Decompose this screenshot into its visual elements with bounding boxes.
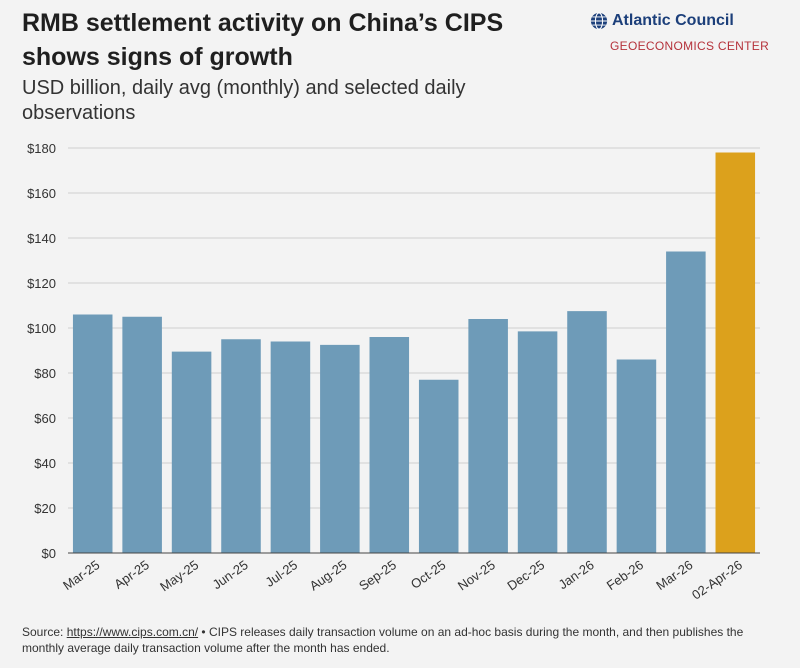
bar (369, 337, 410, 553)
x-tick-label: Sep-25 (356, 557, 399, 593)
y-tick-label: $100 (27, 321, 56, 336)
x-tick-label: Apr-25 (111, 557, 152, 592)
chart-subtitle: USD billion, daily avg (monthly) and sel… (22, 77, 466, 124)
x-tick-label: Mar-26 (653, 557, 695, 593)
bar (72, 314, 113, 553)
y-tick-label: $120 (27, 276, 56, 291)
bar (320, 344, 360, 553)
y-tick-label: $160 (27, 186, 56, 201)
x-tick-label: Dec-25 (504, 557, 547, 593)
footnote-text: • CIPS releases daily transaction volume… (22, 625, 744, 655)
y-tick-label: $40 (34, 456, 56, 471)
y-tick-label: $60 (34, 411, 56, 426)
bar (270, 341, 311, 553)
footnote-prefix: Source: (22, 625, 67, 639)
bar (468, 319, 508, 553)
bar (567, 311, 607, 553)
x-tick-label: May-25 (157, 557, 201, 594)
y-tick-label: $0 (42, 546, 56, 561)
y-tick-label: $80 (34, 366, 56, 381)
bar (517, 331, 558, 553)
x-tick-label: Jan-26 (556, 557, 597, 592)
footnote: Source: https://www.cips.com.cn/ • CIPS … (22, 624, 782, 656)
x-tick-label: Aug-25 (307, 557, 350, 593)
x-tick-label: Nov-25 (455, 557, 498, 593)
globe-icon (590, 12, 608, 30)
x-tick-label: Jun-25 (210, 557, 251, 592)
bar (666, 251, 706, 553)
x-tick-label: Feb-26 (604, 557, 646, 593)
x-tick-label: Jul-25 (263, 557, 301, 590)
bar (616, 359, 657, 553)
y-tick-label: $180 (27, 141, 56, 156)
logo-subtitle: GEOECONOMICS CENTER (610, 39, 770, 53)
y-tick-label: $20 (34, 501, 56, 516)
atlantic-council-logo: Atlantic Council GEOECONOMICS CENTER (590, 12, 790, 53)
bar (221, 339, 261, 553)
x-tick-label: 02-Apr-26 (689, 557, 745, 602)
x-tick-label: Mar-25 (60, 557, 102, 593)
source-link[interactable]: https://www.cips.com.cn/ (66, 625, 199, 639)
bar-highlight (715, 152, 756, 553)
bar (418, 379, 459, 553)
logo-name: Atlantic Council (612, 12, 734, 29)
chart-title: RMB settlement activity on China’s CIPS … (22, 9, 504, 71)
bar-chart: $0 $20 $40 $60 $80 $100 $120 $140 $160 $180 Mar-25… (27, 141, 760, 603)
x-tick-label: Oct-25 (408, 557, 449, 592)
bar (171, 351, 212, 553)
bar (122, 316, 162, 553)
y-tick-label: $140 (27, 231, 56, 246)
